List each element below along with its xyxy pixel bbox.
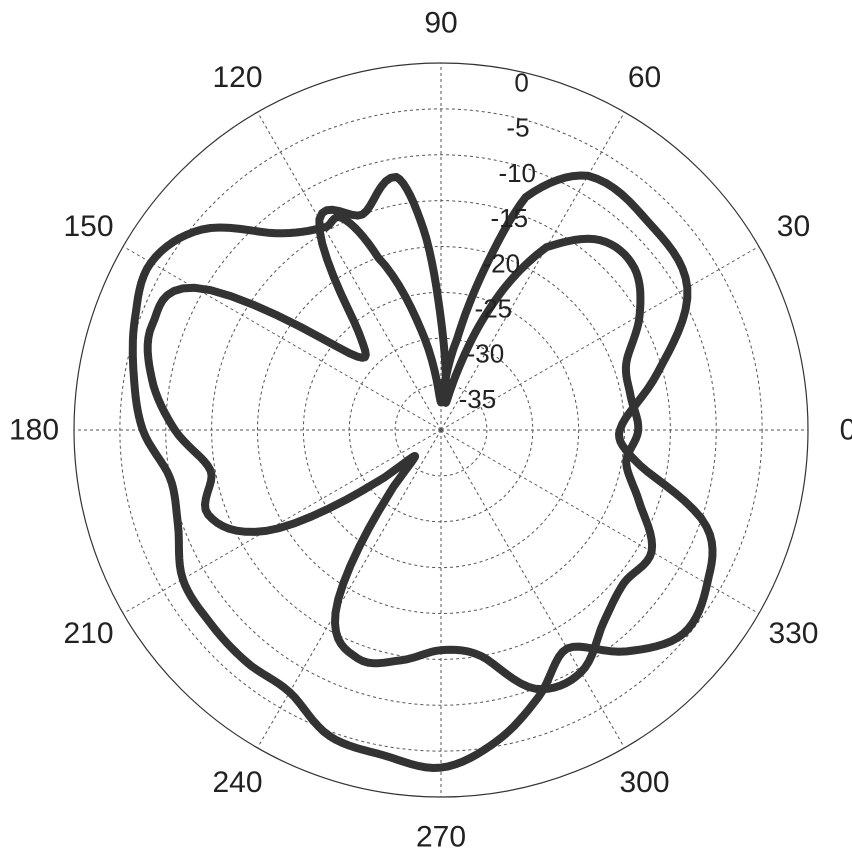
polar-grid [73,62,809,798]
grid-ring [119,108,763,752]
angle-tick-label: 120 [212,61,262,94]
grid-spoke [122,246,442,431]
series-trace-1 [128,171,717,772]
grid-spoke [122,429,442,614]
grid-ring [165,154,717,706]
angle-tick-label: 270 [416,821,466,853]
series-trace-2 [143,173,657,694]
grid-spoke [440,246,760,431]
angle-tick-label: 30 [777,210,810,243]
series-layer [128,171,717,772]
grid-spoke [440,111,625,431]
axis-labels: 0 30 60 90 120 150 180 210 240 270 300 330 0 -5 -10 -15… [9,7,852,853]
grid-spoke [257,429,442,749]
radial-tick-label: -30 [467,339,505,369]
angle-tick-label: 240 [212,766,262,799]
grid-spoke [440,429,625,749]
grid-ring [257,246,625,614]
angle-tick-label: 180 [9,414,59,447]
angle-tick-label: 330 [768,617,818,650]
radial-tick-label: -20 [483,248,521,278]
radial-tick-label: 0 [514,68,528,98]
radial-tick-label: -35 [459,384,497,414]
angle-tick-label: 210 [63,617,113,650]
radial-tick-label: -5 [506,113,529,143]
radial-tick-label: -25 [475,293,513,323]
grid-ring [394,383,488,477]
grid-spoke [257,111,442,431]
grid-spoke [440,429,760,614]
angle-tick-label: 300 [619,766,669,799]
angle-tick-label: 0 [840,414,852,447]
radial-tick-label: -15 [490,203,528,233]
angle-tick-label: 150 [63,210,113,243]
radial-tick-label: -10 [498,158,536,188]
angle-tick-label: 90 [424,7,457,40]
angle-tick-label: 60 [628,61,661,94]
